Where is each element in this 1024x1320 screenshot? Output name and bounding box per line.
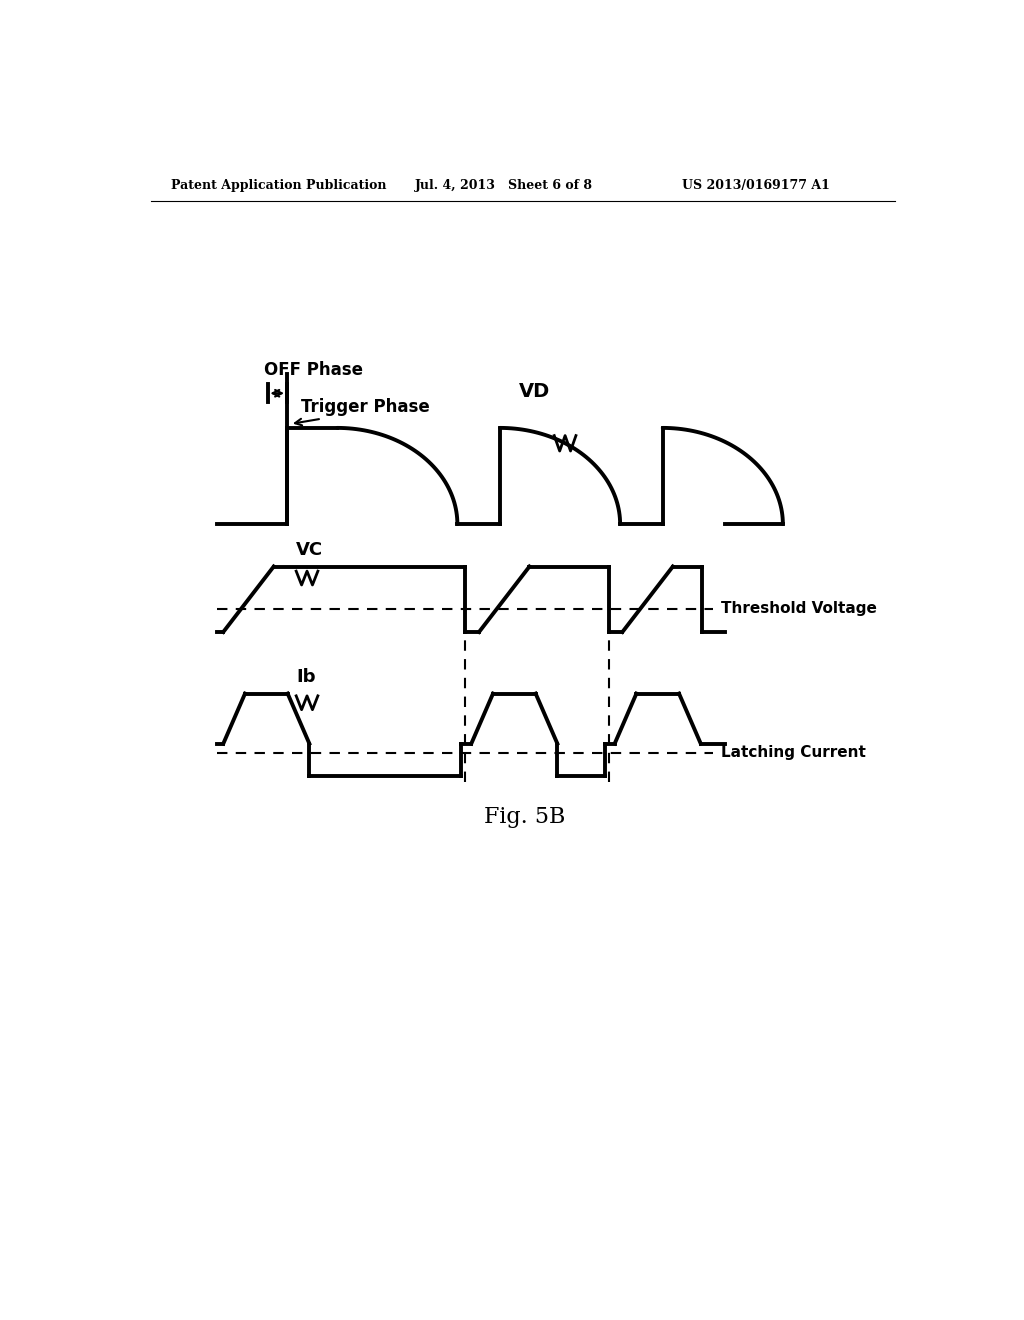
Text: Patent Application Publication: Patent Application Publication: [171, 178, 386, 191]
Text: OFF Phase: OFF Phase: [263, 362, 362, 379]
Text: Jul. 4, 2013   Sheet 6 of 8: Jul. 4, 2013 Sheet 6 of 8: [415, 178, 593, 191]
Text: Threshold Voltage: Threshold Voltage: [721, 602, 877, 616]
Text: Trigger Phase: Trigger Phase: [301, 399, 430, 416]
Text: VC: VC: [296, 541, 324, 558]
Text: Fig. 5B: Fig. 5B: [484, 805, 565, 828]
Text: VD: VD: [519, 381, 551, 401]
Text: Ib: Ib: [296, 668, 315, 686]
Text: US 2013/0169177 A1: US 2013/0169177 A1: [682, 178, 830, 191]
Text: Latching Current: Latching Current: [721, 746, 865, 760]
